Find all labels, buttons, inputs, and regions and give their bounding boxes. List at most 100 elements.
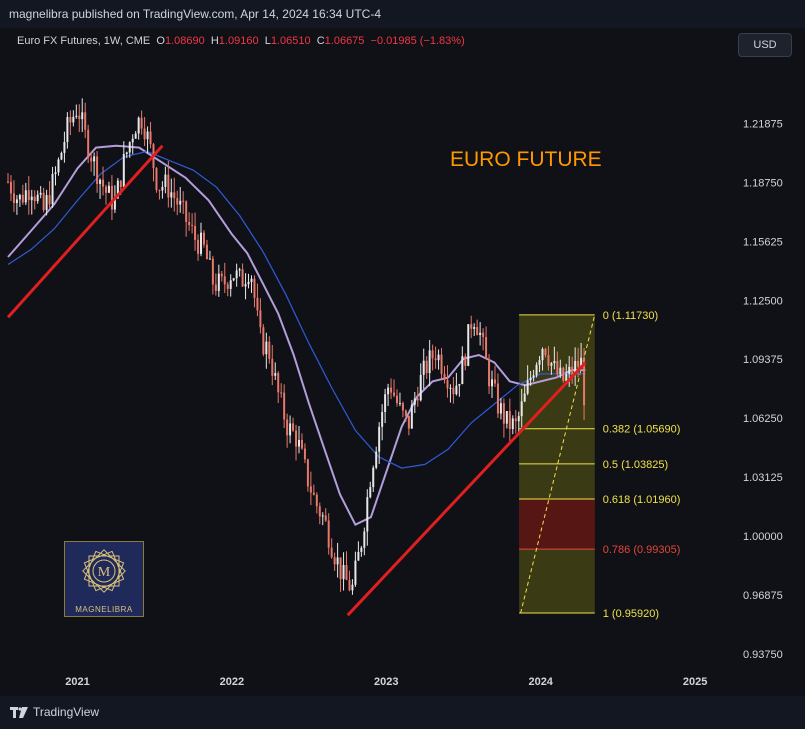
close-value: 1.06675 [325,35,365,47]
logo-emblem-icon: M [65,542,143,606]
candle-body [562,368,564,381]
candle-body [90,158,92,162]
candle-body [369,487,371,497]
candle-body [556,361,558,374]
candle-body [218,274,220,291]
magnelibra-logo: M MAGNELIBRA [64,541,144,617]
candle-body [337,557,339,564]
candle-body [87,130,89,158]
candle-body [530,378,532,380]
candle-body [512,418,514,429]
candle-body [188,222,190,225]
candle-body [239,269,241,270]
candle-body [390,388,392,393]
candle-body [57,159,59,172]
candle-body [313,493,315,495]
candle-body [328,521,330,548]
tradingview-brand[interactable]: TradingView [10,705,99,719]
candle-body [506,411,508,424]
candle-body [449,388,451,389]
candle-body [138,118,140,134]
candle-body [494,379,496,383]
candle-body [375,452,377,468]
candle-body [242,269,244,286]
candle-body [215,285,217,291]
candle-body [533,375,535,377]
candle-body [539,360,541,365]
candle-body [147,132,149,140]
candle-body [111,186,113,210]
candle-body [384,394,386,412]
candle-body [399,403,401,404]
candle-body [402,403,404,410]
candle-body [360,548,362,552]
currency-button[interactable]: USD [738,33,792,57]
candle-body [155,168,157,190]
x-axis-tick-label: 2025 [683,676,707,688]
footer-bar [0,696,805,729]
candle-body [40,193,42,195]
fib-level-label: 0.382 (1.05690) [603,424,681,436]
candle-body [185,201,187,222]
candle-body [340,557,342,579]
candle-body [274,373,276,376]
candle-body [283,393,285,420]
candle-body [108,186,110,193]
candle-body [256,298,258,311]
candle-body [541,349,543,360]
candle-body [426,361,428,373]
high-value: 1.09160 [219,35,259,47]
candle-body [524,393,526,401]
candle-body [259,310,261,327]
y-axis-tick-label: 1.09375 [743,354,783,366]
candle-body [286,419,288,435]
x-axis-tick-label: 2022 [220,676,244,688]
candle-body [446,380,448,388]
candle-body [577,361,579,367]
chart-annotation: EURO FUTURE [450,148,602,172]
tradingview-logo-icon [10,707,28,718]
candle-body [194,226,196,240]
candle-body [568,367,570,374]
x-axis-tick-label: 2023 [374,676,398,688]
candle-body [441,355,443,374]
candle-body [16,199,18,203]
candle-body [129,142,131,152]
candle-body [7,182,9,183]
candle-body [301,440,303,449]
candle-body [289,423,291,435]
candle-body [203,233,205,245]
candle-body [378,427,380,452]
candle-body [99,180,101,184]
candle-body [93,156,95,161]
x-axis-tick-label: 2024 [528,676,553,688]
candle-body [408,416,410,429]
candle-body [55,172,57,174]
candle-body [49,195,51,204]
fib-level-label: 0.618 (1.01960) [603,494,681,506]
logo-text: MAGNELIBRA [65,605,143,614]
close-key: C [317,35,325,47]
fib-level-label: 1 (0.95920) [603,608,659,620]
candle-body [102,180,104,187]
candle-body [435,359,437,361]
candle-body [414,399,416,405]
candle-body [550,363,552,366]
candle-body [553,361,555,363]
candle-body [292,423,294,430]
candle-body [75,116,77,117]
candle-body [518,416,520,421]
candle-body [265,342,267,355]
candle-body [34,197,36,202]
candle-body [473,327,475,329]
candle-body [500,403,502,413]
candle-body [271,359,273,376]
publisher-info: magnelibra published on TradingView.com,… [9,7,381,21]
candle-body [164,175,166,187]
candle-body [227,284,229,289]
candle-body [491,379,493,386]
candle-body [191,225,193,226]
open-value: 1.08690 [165,35,205,47]
candle-body [547,355,549,366]
candle-body [423,361,425,375]
